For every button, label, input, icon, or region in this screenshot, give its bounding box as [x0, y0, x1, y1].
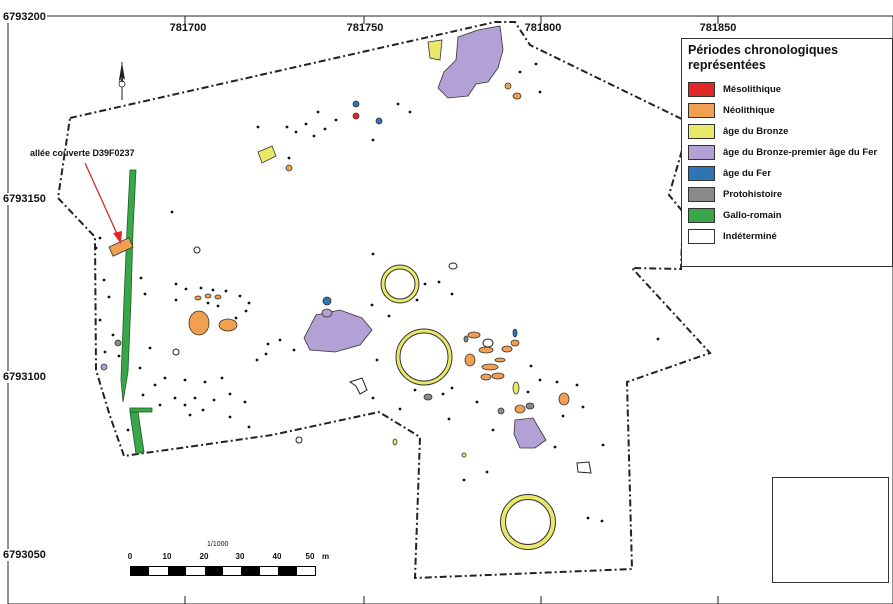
x-tick-label: 781750: [346, 22, 384, 34]
legend-label: âge du Fer: [723, 168, 772, 179]
scale-label: 40: [272, 552, 282, 561]
legend-swatch: [688, 103, 715, 118]
features-age-du-fer: [322, 100, 518, 338]
x-tick-label: 781700: [169, 22, 207, 34]
legend-item-age-du-bronze: âge du Bronze: [688, 121, 886, 142]
legend-label: Gallo-romain: [723, 210, 782, 221]
inset-location-label: Buchères: [805, 536, 844, 546]
scale-unit: m: [322, 552, 330, 561]
legend-label: Néolithique: [723, 105, 775, 116]
legend-swatch: [688, 82, 715, 97]
features-gallo-romain: [120, 169, 153, 455]
legend-label: âge du Bronze-premier âge du Fer: [723, 147, 878, 158]
feature-mesolithique: [352, 112, 360, 120]
scale-label: 20: [199, 552, 209, 561]
map-frame: [7, 15, 893, 604]
features-protohistoire: [114, 335, 535, 415]
legend-swatch: [688, 208, 715, 223]
north-label: N: [119, 78, 124, 84]
annotation-label: allée couverte D39F0237: [30, 148, 135, 158]
y-tick-label: 6793050: [2, 549, 47, 561]
features-age-du-bronze: [257, 39, 556, 550]
legend-item-age-du-fer: âge du Fer: [688, 163, 886, 184]
legend-label: Mésolithique: [723, 84, 782, 95]
inset-map: [772, 477, 889, 583]
legend-item-mesolithique: Mésolithique: [688, 79, 886, 100]
x-tick-label: 781850: [699, 22, 737, 34]
legend-title: Périodes chronologiques représentées: [688, 43, 839, 72]
frame-ticks: [8, 16, 719, 604]
x-tick-label: 781800: [524, 22, 562, 34]
scale-label: 10: [162, 552, 172, 561]
legend-swatch: [688, 166, 715, 181]
y-tick-label: 6793100: [2, 371, 47, 383]
legend-item-bronze-premier-fer: âge du Bronze-premier âge du Fer: [688, 142, 886, 163]
features-neolithique: [108, 82, 570, 414]
pit-dots: [94, 62, 660, 523]
legend-label: âge du Bronze: [723, 126, 789, 137]
legend-item-neolithique: Néolithique: [688, 100, 886, 121]
y-tick-label: 6793150: [2, 193, 47, 205]
annotation-arrow: [84, 162, 122, 244]
legend-item-indetermine: Indéterminé: [688, 226, 886, 247]
legend: Périodes chronologiques représentées Més…: [681, 38, 893, 267]
scale-label: 50: [305, 552, 315, 561]
legend-swatch: [688, 187, 715, 202]
scale-label: 0: [127, 552, 133, 561]
features-bronze-premier-fer: [100, 25, 547, 449]
y-tick-label: 6793200: [2, 11, 47, 23]
legend-item-gallo-romain: Gallo-romain: [688, 205, 886, 226]
north-arrow-icon: [118, 62, 126, 100]
excavation-boundary: [56, 21, 712, 580]
legend-item-protohistoire: Protohistoire: [688, 184, 886, 205]
features-indetermine: [172, 246, 592, 474]
legend-swatch: [688, 124, 715, 139]
legend-swatch: [688, 145, 715, 160]
scale-label: 30: [235, 552, 245, 561]
scale-ratio: 1/1000: [207, 541, 229, 548]
scale-bar-segments: [130, 566, 316, 576]
legend-swatch: [688, 229, 715, 244]
legend-label: Protohistoire: [723, 189, 783, 200]
legend-label: Indéterminé: [723, 231, 777, 242]
